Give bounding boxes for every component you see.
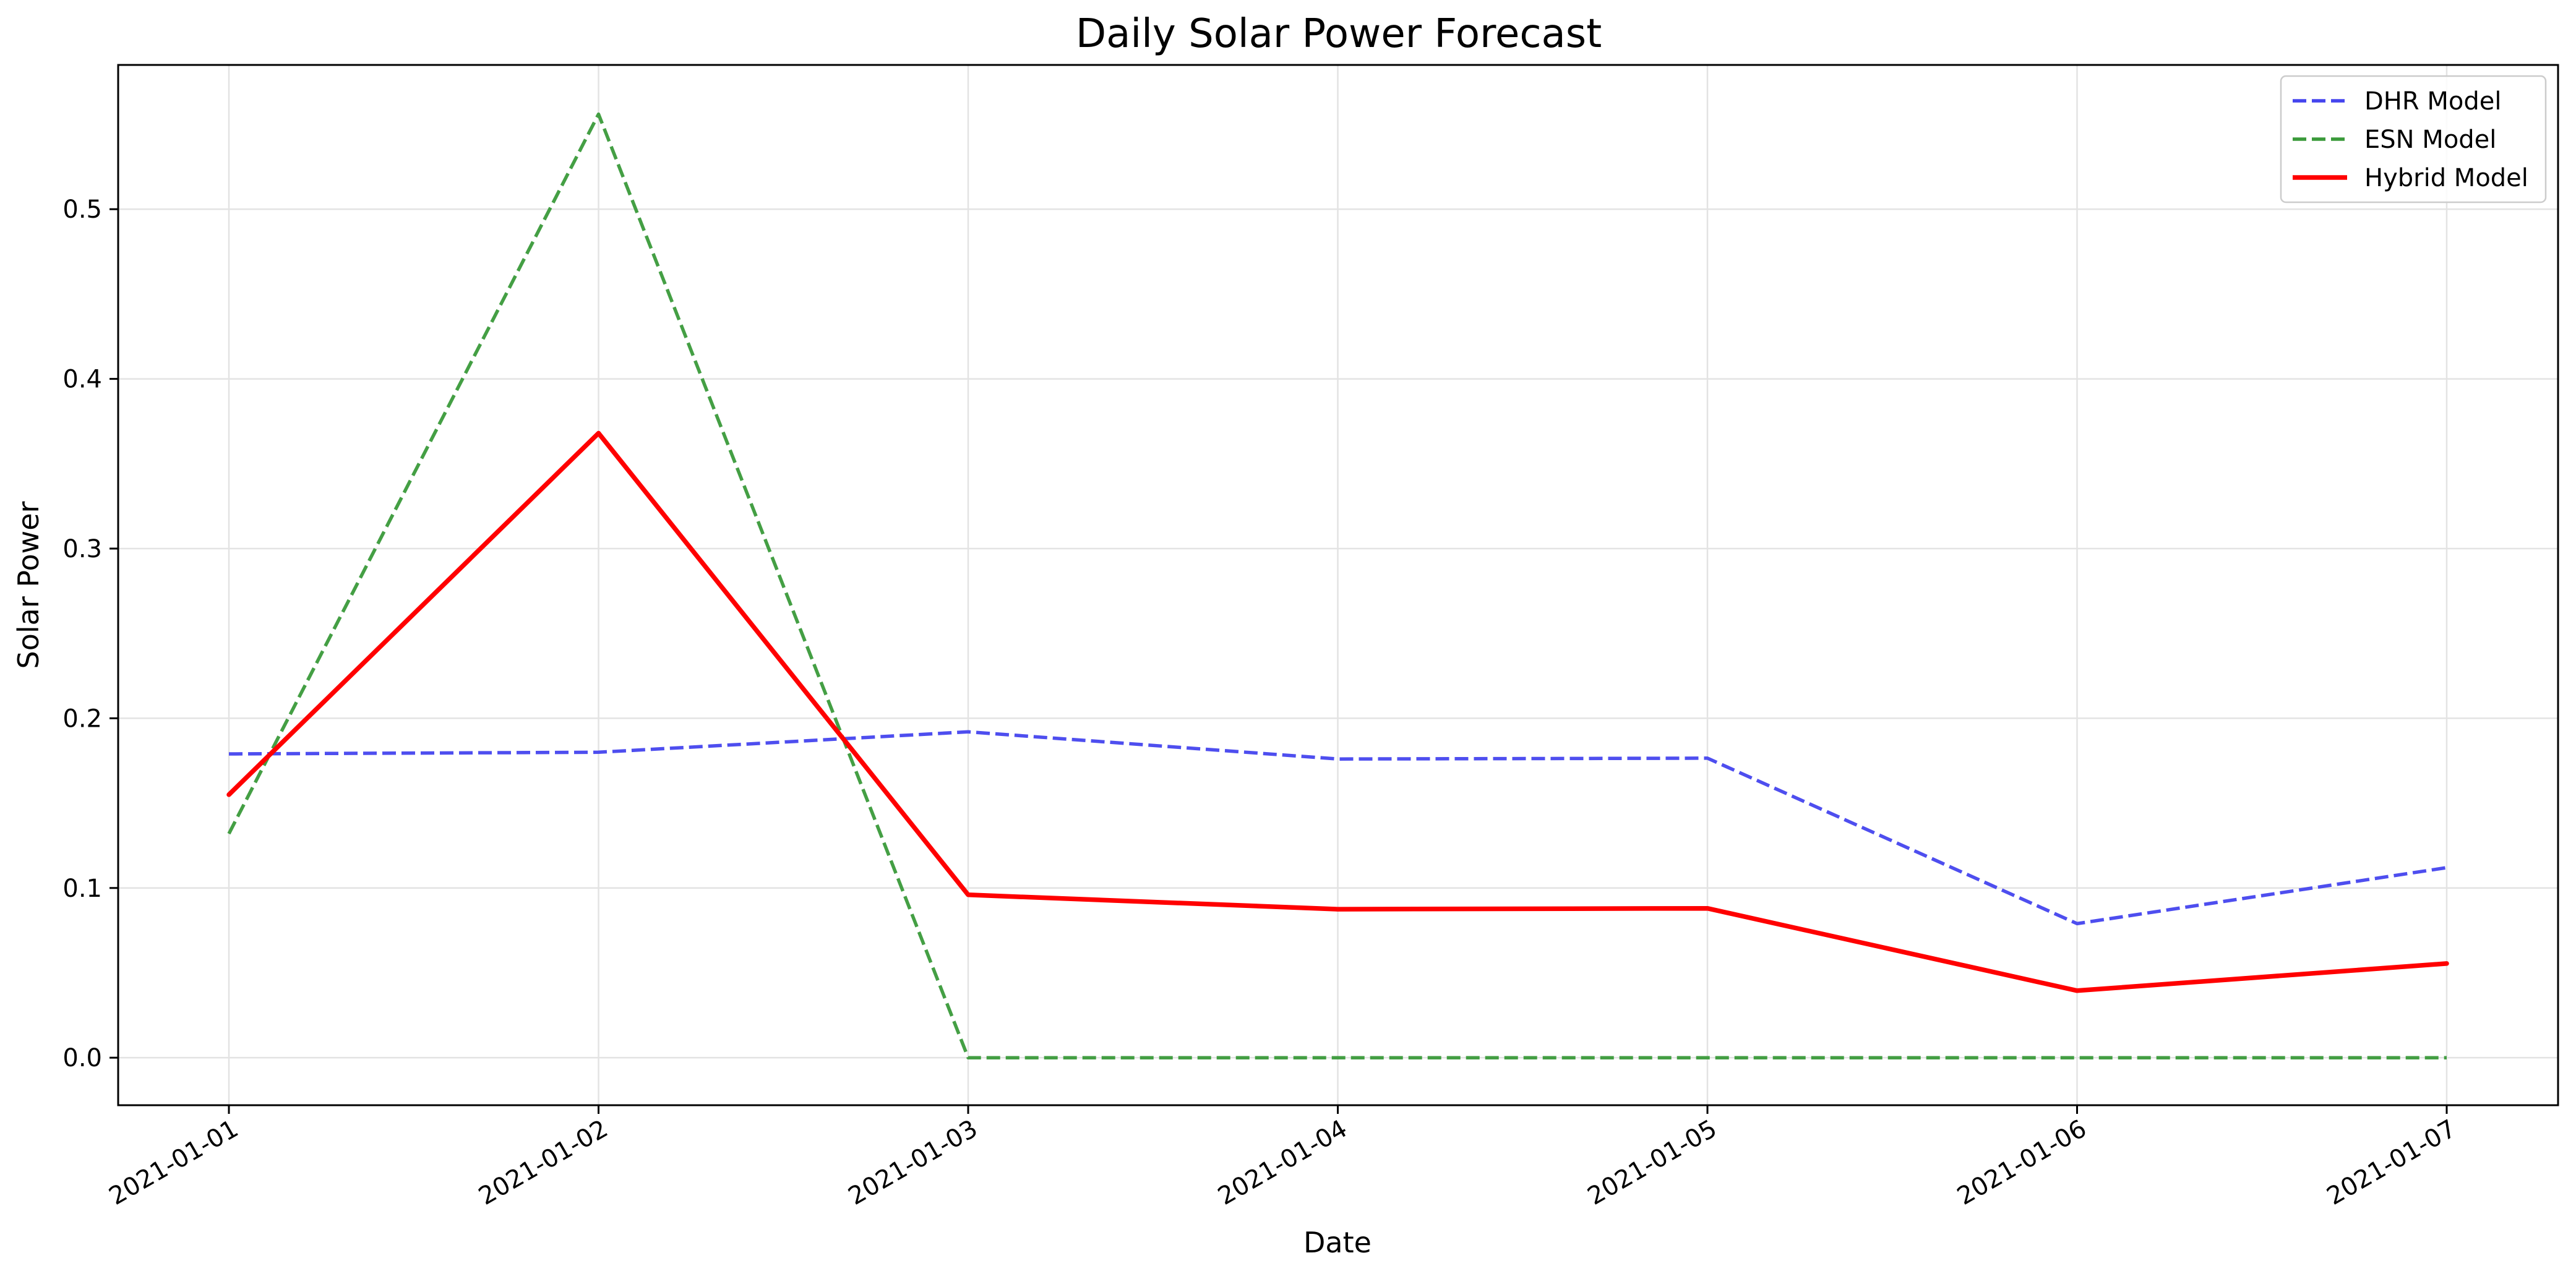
- legend: DHR Model ESN Model Hybrid Model: [2280, 75, 2547, 203]
- y-axis-ticks: 0.0 0.1 0.2 0.3 0.4 0.5: [62, 195, 118, 1072]
- legend-frame: [2280, 75, 2547, 203]
- y-tick-label: 0.5: [62, 195, 102, 224]
- y-tick-label: 0.4: [62, 366, 102, 394]
- y-tick-label: 0.2: [62, 704, 102, 733]
- y-tick-label: 0.0: [62, 1044, 102, 1072]
- legend-label: DHR Model: [2364, 87, 2501, 116]
- series-lines: [226, 112, 2449, 1059]
- grid: [118, 65, 2558, 1105]
- legend-label: Hybrid Model: [2364, 164, 2528, 192]
- y-axis-label: Solar Power: [12, 501, 45, 669]
- legend-label: ESN Model: [2364, 126, 2496, 154]
- series-line-esn-model: [227, 112, 2447, 1059]
- y-tick-label: 0.3: [62, 535, 102, 563]
- series-line-hybrid-model: [226, 430, 2449, 993]
- chart-title: Daily Solar Power Forecast: [1076, 11, 1602, 57]
- series-line-dhr-model: [228, 730, 2447, 926]
- x-axis-label: Date: [1303, 1226, 1372, 1259]
- y-tick-label: 0.1: [62, 875, 102, 903]
